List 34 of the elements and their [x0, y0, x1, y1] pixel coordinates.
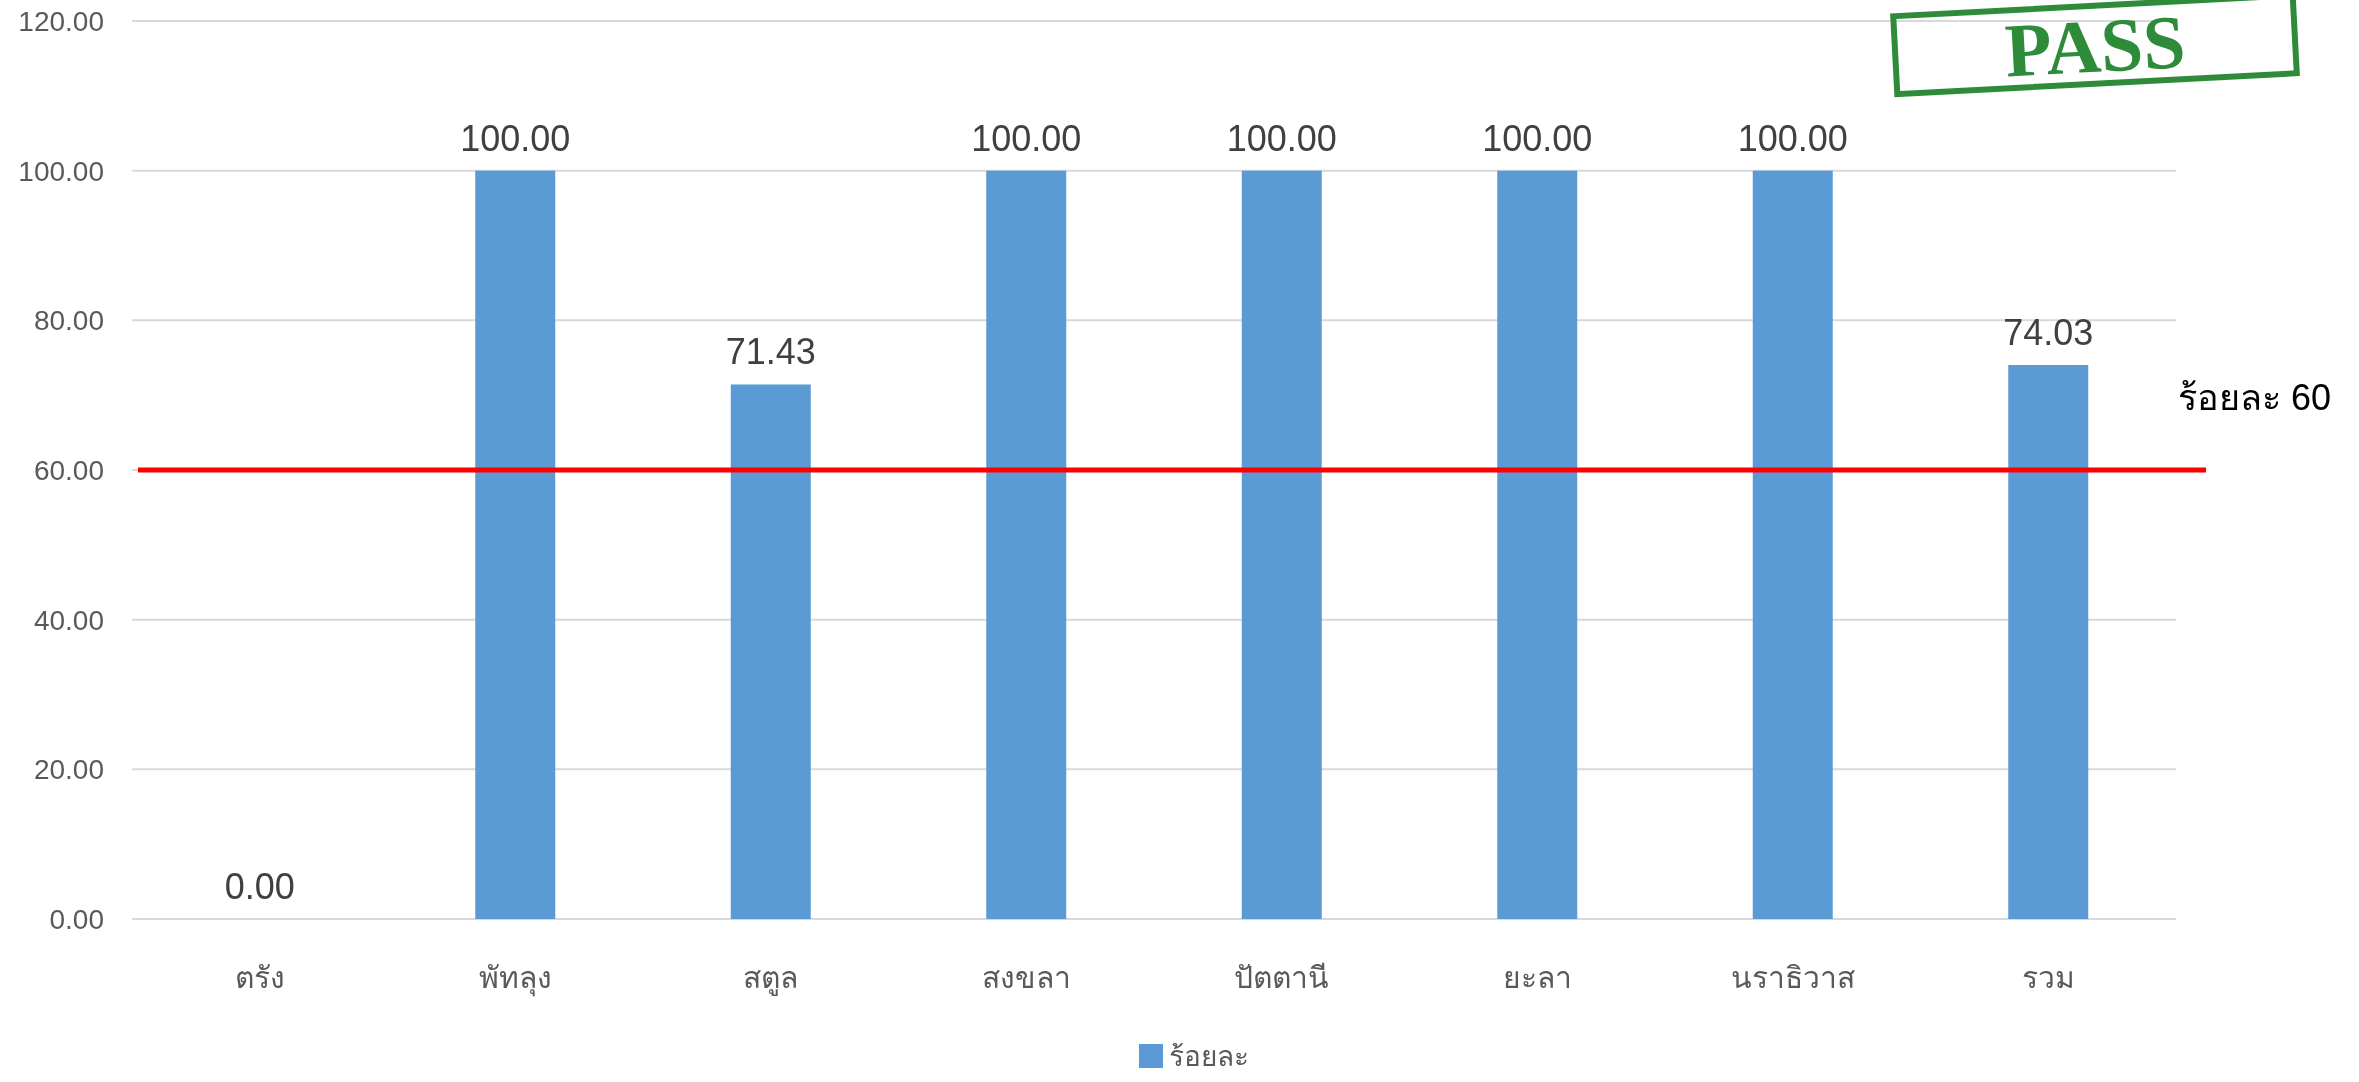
y-tick-label: 120.00 [18, 6, 104, 37]
x-tick-label: สตูล [743, 961, 799, 996]
y-tick-label: 100.00 [18, 155, 104, 187]
data-label: 100.00 [971, 117, 1082, 159]
x-tick-label: พัทลุง [478, 961, 552, 997]
y-tick-label: 20.00 [33, 754, 104, 786]
bar [1497, 170, 1578, 919]
data-label: 100.00 [1737, 117, 1848, 159]
legend-label: ร้อยละ [1169, 1041, 1249, 1072]
data-label: 0.00 [224, 866, 295, 907]
x-tick-label: นราธิวาส [1730, 961, 1855, 994]
bar [730, 384, 811, 919]
data-label: 71.43 [725, 331, 816, 373]
data-label: 100.00 [1482, 117, 1593, 159]
data-label: 100.00 [460, 117, 571, 159]
x-tick-label: ยะลา [1502, 961, 1572, 994]
bar [1241, 170, 1322, 919]
data-label: 74.03 [2003, 312, 2094, 354]
data-label: 100.00 [1226, 117, 1337, 159]
bar [2008, 365, 2089, 919]
ref-line-label: ร้อยละ 60 [2178, 377, 2332, 418]
y-tick-label: 80.00 [33, 305, 104, 337]
y-tick-label: 60.00 [33, 455, 104, 486]
x-tick-label: ตรัง [234, 961, 285, 994]
y-tick-label: 40.00 [33, 604, 104, 636]
legend: ร้อยละ [1139, 1041, 1249, 1072]
bar [1752, 170, 1833, 919]
x-tick-label: สงขลา [981, 961, 1071, 994]
bar [986, 170, 1067, 919]
y-tick-label: 0.00 [49, 904, 104, 935]
annotation: PASS [2002, 0, 2188, 93]
bar [475, 170, 556, 919]
x-tick-label: ปัตตานี [1234, 961, 1330, 994]
x-tick-label: รวม [2021, 961, 2075, 994]
